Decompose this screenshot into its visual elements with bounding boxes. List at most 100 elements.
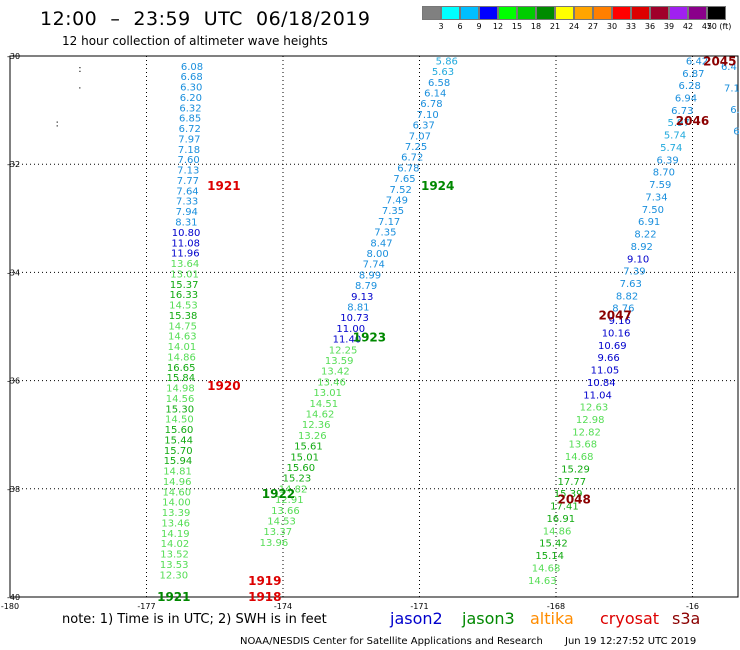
wave-height-value: 13.01 <box>170 269 199 280</box>
wave-height-value: 14.51 <box>310 399 339 410</box>
wave-height-value: 14.81 <box>163 467 192 478</box>
wave-height-value: 15.30 <box>165 404 194 415</box>
legend-label: 18 <box>530 22 542 31</box>
wave-height-value: 14.19 <box>161 529 190 540</box>
wave-height-value: 7.65 <box>393 174 415 185</box>
wave-height-value: 8.00 <box>367 249 389 260</box>
wave-height-value: 16.91 <box>546 514 575 525</box>
footer-timestamp: Jun 19 12:27:52 UTC 2019 <box>565 636 697 647</box>
wave-height-value: 13.64 <box>171 259 200 270</box>
wave-height-value: 13.46 <box>317 377 346 388</box>
legend-swatch <box>517 6 536 20</box>
wave-height-value: 6.73 <box>671 106 693 117</box>
stray-mark: : <box>56 118 59 129</box>
wave-height-value: 8.22 <box>634 230 656 241</box>
y-tick-label: -36 <box>7 377 20 386</box>
satellite-jason2: jason2 <box>390 609 443 628</box>
pass-time-label: 1918 <box>248 590 281 604</box>
legend-label: 21 <box>549 22 561 31</box>
wave-height-value: 6. <box>733 127 740 138</box>
wave-height-value: 10.73 <box>340 313 369 324</box>
wave-height-value: 12.63 <box>580 403 609 414</box>
legend-swatch <box>422 6 441 20</box>
wave-height-value: 6.32 <box>179 103 201 114</box>
wave-height-value: 7.59 <box>649 180 671 191</box>
wave-height-value: 8.82 <box>616 291 638 302</box>
wave-height-value: 6.30 <box>180 83 202 94</box>
wave-height-value: 6.42 <box>686 56 708 67</box>
wave-height-value: 5.74 <box>660 143 682 154</box>
wave-height-value: 14.53 <box>267 517 296 528</box>
legend-label: 70 (ft) <box>706 22 732 31</box>
wave-height-value: 15.23 <box>283 474 312 485</box>
wave-height-value: 14.68 <box>532 563 561 574</box>
wave-height-value: 14.62 <box>306 410 335 421</box>
y-tick-label: -40 <box>7 593 20 602</box>
stray-mark: : <box>78 64 81 75</box>
wave-height-value: 10.16 <box>602 328 631 339</box>
pass-time-label: 1924 <box>421 179 454 193</box>
wave-height-value: 12.36 <box>302 420 331 431</box>
satellite-cryosat: cryosat <box>600 609 660 628</box>
wave-height-value: 7.63 <box>620 279 642 290</box>
wave-height-value: 9.10 <box>627 254 649 265</box>
wave-height-value: 15.39 <box>554 489 583 500</box>
wave-height-value: 13.37 <box>263 527 292 538</box>
wave-height-value: 13.52 <box>160 550 189 561</box>
footer-note: note: 1) Time is in UTC; 2) SWH is in fe… <box>62 612 327 627</box>
pass-time-label: 1921 <box>157 590 190 604</box>
wave-height-value: 6.87 <box>682 69 704 80</box>
x-tick-label: -180 <box>1 602 19 611</box>
legend-swatch <box>441 6 460 20</box>
wave-height-value: 13.53 <box>160 560 189 571</box>
wave-height-value: 16.65 <box>167 363 196 374</box>
wave-height-value: 9.16 <box>609 316 631 327</box>
wave-height-value: 8.31 <box>175 217 197 228</box>
wave-height-value: 14.01 <box>168 342 197 353</box>
pass-time-label: 1921 <box>207 179 240 193</box>
wave-height-value: 14.98 <box>166 384 195 395</box>
wave-height-value: 7.49 <box>386 196 408 207</box>
wave-height-value: 11.40 <box>333 335 362 346</box>
wave-height-value: 15.14 <box>535 551 564 562</box>
wave-height-value: 14.56 <box>166 394 195 405</box>
wave-height-value: 6.4 <box>721 62 737 73</box>
pass-time-label: 1922 <box>262 487 295 501</box>
wave-height-value: 17.41 <box>550 502 579 513</box>
legend-swatch <box>479 6 498 20</box>
wave-height-value: 7.1 <box>724 83 740 94</box>
wave-height-value: 15.60 <box>165 425 194 436</box>
wave-height-value: 14.96 <box>163 477 192 488</box>
legend-swatch <box>612 6 631 20</box>
wave-height-value: 14.68 <box>565 452 594 463</box>
wave-height-value: 16.33 <box>170 290 199 301</box>
x-tick-label: -174 <box>274 602 292 611</box>
y-tick-label: -32 <box>7 160 20 169</box>
wave-height-value: 11.04 <box>583 390 612 401</box>
wave-height-value: 6.68 <box>180 72 202 83</box>
legend-swatch <box>669 6 688 20</box>
wave-height-value: 8.79 <box>355 281 377 292</box>
legend-swatch <box>574 6 593 20</box>
stray-mark: . <box>78 80 81 91</box>
wave-height-value: 15.61 <box>294 442 323 453</box>
pass-time-label: 1919 <box>248 574 281 588</box>
pass-time-label: 2045 <box>703 54 736 68</box>
footer-credit: NOAA/NESDIS Center for Satellite Applica… <box>240 636 543 647</box>
wave-height-value: 13.66 <box>271 506 300 517</box>
wave-height-value: 10.80 <box>172 228 201 239</box>
wave-height-value: 11.96 <box>171 249 200 260</box>
wave-height-value: 7.33 <box>176 197 198 208</box>
wave-height-value: 6.72 <box>179 124 201 135</box>
wave-height-value: 14.53 <box>169 301 198 312</box>
wave-height-value: 15.42 <box>539 539 568 550</box>
page-subtitle: 12 hour collection of altimeter wave hei… <box>62 34 328 48</box>
wave-height-value: 13.42 <box>321 367 350 378</box>
legend-label: 3 <box>438 22 444 31</box>
wave-height-value: 8.99 <box>359 270 381 281</box>
y-tick-label: -34 <box>7 268 20 277</box>
wave-height-value: 15.01 <box>290 452 319 463</box>
pass-time-label: 2046 <box>676 114 709 128</box>
legend-swatch <box>707 6 726 20</box>
